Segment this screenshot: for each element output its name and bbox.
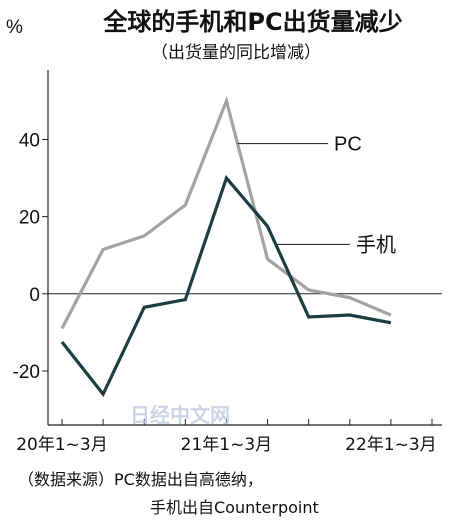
- legend-layer: PC 手机: [237, 134, 396, 256]
- series-line-pc: [60, 95, 392, 330]
- chart-subtitle: （出货量的同比增减）: [151, 43, 321, 63]
- series-layer: [60, 95, 392, 398]
- source-note-line-2: 手机出自Counterpoint: [150, 498, 319, 517]
- y-tick-label: 0: [29, 285, 40, 306]
- source-note-line-1: （数据来源）PC数据出自高德纳，: [18, 470, 263, 489]
- legend-label-pc: PC: [334, 134, 362, 156]
- watermark: 日经中文网: [130, 403, 230, 427]
- y-unit-label: %: [6, 17, 23, 38]
- x-tick-label: 22年1~3月: [345, 435, 437, 455]
- ticks: 40 20 0 -20 20年1~3月 21年1~3月 22年1~3月: [13, 130, 437, 455]
- y-tick-label: 40: [19, 130, 40, 151]
- series-line-phone: [60, 174, 392, 398]
- legend-label-phone: 手机: [356, 232, 396, 256]
- axes: [47, 70, 442, 426]
- x-tick-label: 21年1~3月: [181, 435, 273, 455]
- y-tick-label: -20: [13, 362, 40, 383]
- chart-title: 全球的手机和PC出货量减少: [102, 8, 402, 36]
- x-tick-label: 20年1~3月: [16, 435, 108, 455]
- y-tick-label: 20: [19, 208, 40, 229]
